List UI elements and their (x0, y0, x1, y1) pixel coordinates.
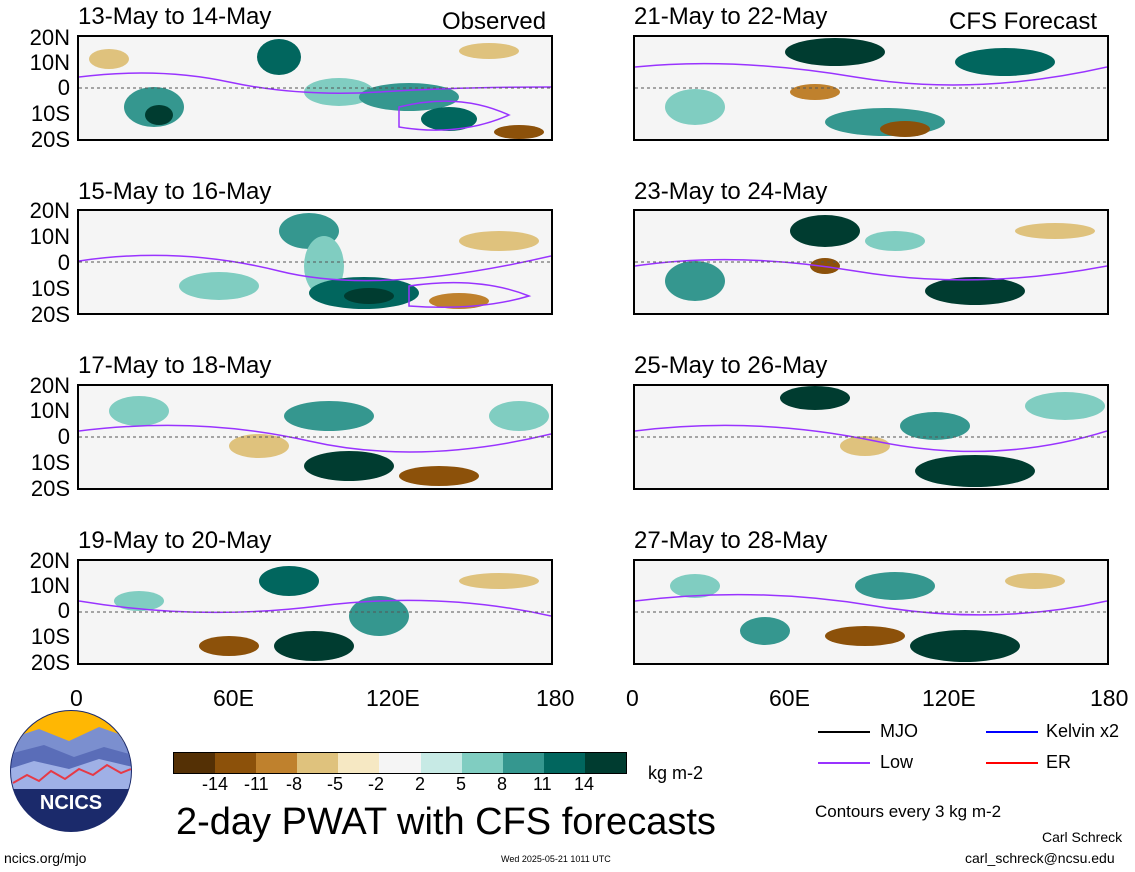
lat-label-eq: 0 (57, 250, 70, 275)
map-panel-observed-1 (77, 35, 553, 141)
main-title: 2-day PWAT with CFS forecasts (176, 801, 716, 843)
panel-title-left-4: 19-May to 20-May (78, 527, 272, 554)
footer-email: carl_schreck@ncsu.edu (965, 850, 1115, 866)
map-panel-forecast-4 (633, 559, 1109, 665)
lon-label-0: 0 (626, 685, 639, 711)
lon-label-0: 0 (70, 685, 83, 711)
footer-timestamp: Wed 2025-05-21 1011 UTC (501, 854, 611, 864)
colorbar-tick: -5 (327, 774, 344, 794)
lat-label-20n: 20N (29, 373, 70, 398)
colorbar (173, 752, 627, 774)
colorbar-swatch (215, 753, 257, 773)
lon-label-120e: 120E (922, 685, 976, 711)
lon-label-120e: 120E (366, 685, 420, 711)
colorbar-tick: -2 (368, 774, 385, 794)
map-panel-observed-3 (77, 384, 553, 490)
colorbar-tick: 14 (574, 774, 595, 794)
lon-label-60e: 60E (213, 685, 254, 711)
lon-label-180: 180 (536, 685, 575, 711)
colorbar-swatch (338, 753, 380, 773)
lat-label-20n: 20N (29, 198, 70, 223)
pwat-anomaly-map (635, 37, 1107, 139)
lat-label-20s: 20S (30, 302, 70, 327)
colorbar-swatch (584, 753, 627, 773)
ncics-logo-graphic: NCICS (10, 710, 132, 832)
pwat-anomaly-map (79, 386, 551, 488)
lat-label-20s: 20S (30, 476, 70, 501)
pwat-anomaly-map (635, 211, 1107, 313)
colorbar-tick: 2 (415, 774, 426, 794)
colorbar-swatch (543, 753, 585, 773)
panel-title-right-3: 25-May to 26-May (634, 352, 828, 379)
panel-title-right-2: 23-May to 24-May (634, 178, 828, 205)
lat-label-20n: 20N (29, 25, 70, 50)
legend-line-mjo (818, 731, 870, 733)
legend-label-kelvin: Kelvin x2 (1046, 721, 1120, 741)
lat-label-10s: 10S (30, 276, 70, 301)
colorbar-swatch (461, 753, 503, 773)
logo-wordmark: NCICS (40, 792, 102, 814)
colorbar-tick: 5 (456, 774, 467, 794)
legend-label-er: ER (1046, 752, 1072, 772)
ncics-logo: NCICS (9, 709, 133, 833)
cfs-forecast-label: CFS Forecast (949, 8, 1098, 35)
colorbar-tick: -14 (202, 774, 229, 794)
legend-line-low (818, 762, 870, 764)
pwat-anomaly-map (635, 561, 1107, 663)
footer-url: ncics.org/mjo (4, 850, 87, 866)
colorbar-tick: 11 (533, 774, 552, 794)
colorbar-swatch (379, 753, 421, 773)
panel-title-left-2: 15-May to 16-May (78, 178, 272, 205)
colorbar-tick: 8 (497, 774, 508, 794)
panel-title-left-1: 13-May to 14-May (78, 3, 272, 30)
pwat-anomaly-map (79, 37, 551, 139)
lon-label-60e: 60E (769, 685, 810, 711)
colorbar-swatch (174, 753, 216, 773)
lat-label-10s: 10S (30, 450, 70, 475)
map-panel-forecast-2 (633, 209, 1109, 315)
colorbar-swatch (420, 753, 462, 773)
observed-label: Observed (442, 8, 547, 35)
lat-label-10n: 10N (29, 50, 70, 75)
panel-title-left-3: 17-May to 18-May (78, 352, 272, 379)
map-panel-forecast-1 (633, 35, 1109, 141)
legend-line-er (986, 762, 1038, 764)
panel-title-right-1: 21-May to 22-May (634, 3, 828, 30)
footer-author: Carl Schreck (1042, 829, 1123, 845)
legend-label-low: Low (880, 752, 914, 772)
lat-label-eq: 0 (57, 424, 70, 449)
contour-note: Contours every 3 kg m-2 (815, 802, 1002, 821)
map-panel-observed-2 (77, 209, 553, 315)
lat-label-10s: 10S (30, 624, 70, 649)
lat-label-20s: 20S (30, 650, 70, 675)
legend-line-kelvin (986, 731, 1038, 733)
lat-label-10n: 10N (29, 573, 70, 598)
map-panel-forecast-3 (633, 384, 1109, 490)
pwat-anomaly-map (79, 211, 551, 313)
lat-label-10n: 10N (29, 398, 70, 423)
lat-label-eq: 0 (57, 598, 70, 623)
lat-label-20s: 20S (30, 127, 70, 152)
lat-label-eq: 0 (57, 75, 70, 100)
colorbar-tick: -11 (244, 774, 269, 794)
pwat-anomaly-map (79, 561, 551, 663)
colorbar-swatch (502, 753, 544, 773)
lat-label-10s: 10S (30, 101, 70, 126)
lat-label-10n: 10N (29, 224, 70, 249)
pwat-anomaly-map (635, 386, 1107, 488)
lon-label-180: 180 (1090, 685, 1129, 711)
colorbar-swatch (297, 753, 339, 773)
colorbar-swatch (256, 753, 298, 773)
colorbar-tick: -8 (286, 774, 303, 794)
legend-label-mjo: MJO (880, 721, 918, 741)
lat-label-20n: 20N (29, 548, 70, 573)
colorbar-unit: kg m-2 (648, 763, 704, 783)
panel-title-right-4: 27-May to 28-May (634, 527, 828, 554)
map-panel-observed-4 (77, 559, 553, 665)
